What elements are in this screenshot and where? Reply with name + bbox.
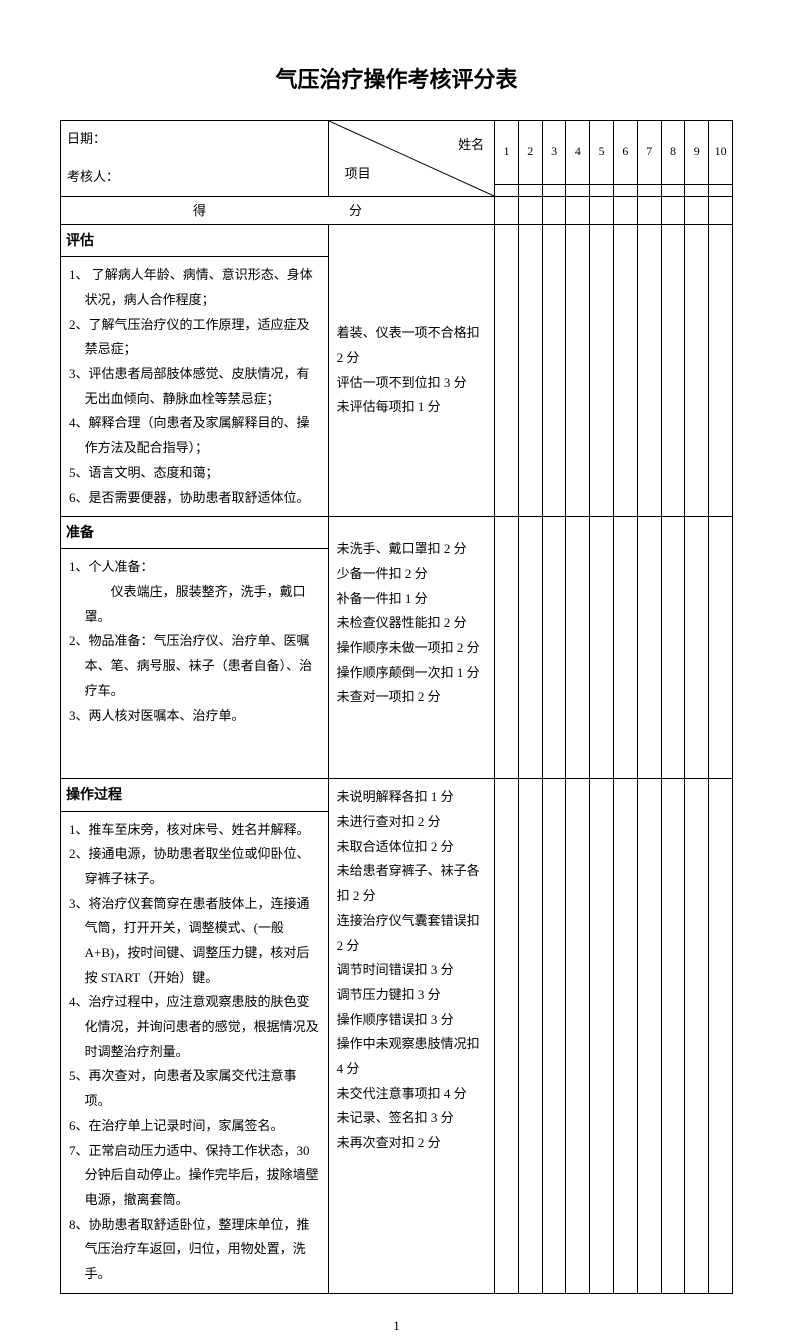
content-preparation: 1、个人准备： 仪表端庄，服装整齐，洗手，戴口罩。 2、物品准备：气压治疗仪、治… — [61, 549, 329, 779]
examiner-label: 考核人： — [67, 163, 322, 192]
score-cell[interactable] — [709, 196, 733, 224]
score-cell[interactable] — [590, 196, 614, 224]
score-cell[interactable] — [709, 184, 733, 196]
criteria-assessment: 着装、仪表一项不合格扣 2 分 评估一项不到位扣 3 分 未评估每项扣 1 分 — [328, 225, 495, 517]
score-cell[interactable] — [542, 225, 566, 517]
score-cell[interactable] — [518, 225, 542, 517]
score-label-cell: 得 分 — [61, 196, 495, 224]
evaluation-table: 日期： 考核人： 姓名 项目 1 2 3 4 5 6 7 8 9 10 — [60, 120, 733, 1294]
score-cell[interactable] — [685, 779, 709, 1293]
score-cell[interactable] — [661, 517, 685, 779]
date-label: 日期： — [67, 125, 322, 154]
score-cell[interactable] — [637, 517, 661, 779]
score-cell[interactable] — [614, 196, 638, 224]
score-cell[interactable] — [566, 196, 590, 224]
score-cell[interactable] — [709, 225, 733, 517]
score-cell[interactable] — [518, 196, 542, 224]
score-cell[interactable] — [661, 184, 685, 196]
page-number: 1 — [60, 1314, 733, 1337]
document-title: 气压治疗操作考核评分表 — [60, 60, 733, 100]
score-cell[interactable] — [685, 196, 709, 224]
header-left-cell: 日期： 考核人： — [61, 120, 329, 196]
score-cell[interactable] — [542, 196, 566, 224]
score-cell[interactable] — [685, 184, 709, 196]
col-num: 4 — [566, 120, 590, 184]
section-title-process: 操作过程 — [61, 779, 329, 811]
score-cell[interactable] — [614, 184, 638, 196]
project-label: 项目 — [345, 162, 371, 185]
diagonal-header-cell: 姓名 项目 — [328, 120, 495, 196]
score-cell[interactable] — [661, 779, 685, 1293]
score-cell[interactable] — [566, 184, 590, 196]
score-cell[interactable] — [518, 184, 542, 196]
score-cell[interactable] — [542, 779, 566, 1293]
score-cell[interactable] — [518, 779, 542, 1293]
score-cell[interactable] — [590, 184, 614, 196]
score-cell[interactable] — [661, 196, 685, 224]
score-cell[interactable] — [566, 517, 590, 779]
name-label: 姓名 — [458, 133, 484, 156]
score-cell[interactable] — [566, 225, 590, 517]
score-cell[interactable] — [495, 517, 519, 779]
score-cell[interactable] — [709, 517, 733, 779]
score-cell[interactable] — [685, 225, 709, 517]
col-num: 1 — [495, 120, 519, 184]
score-cell[interactable] — [542, 184, 566, 196]
score-cell[interactable] — [495, 225, 519, 517]
score-cell[interactable] — [637, 225, 661, 517]
content-assessment: 1、 了解病人年龄、病情、意识形态、身体状况，病人合作程度； 2、了解气压治疗仪… — [61, 257, 329, 517]
score-cell[interactable] — [566, 779, 590, 1293]
score-cell[interactable] — [590, 225, 614, 517]
criteria-process: 未说明解释各扣 1 分 未进行查对扣 2 分 未取合适体位扣 2 分 未给患者穿… — [328, 779, 495, 1293]
score-cell[interactable] — [685, 517, 709, 779]
col-num: 10 — [709, 120, 733, 184]
score-cell[interactable] — [614, 225, 638, 517]
col-num: 6 — [614, 120, 638, 184]
score-cell[interactable] — [637, 779, 661, 1293]
score-cell[interactable] — [661, 225, 685, 517]
criteria-preparation: 未洗手、戴口罩扣 2 分 少备一件扣 2 分 补备一件扣 1 分 未检查仪器性能… — [328, 517, 495, 779]
col-num: 9 — [685, 120, 709, 184]
col-num: 5 — [590, 120, 614, 184]
score-cell[interactable] — [614, 517, 638, 779]
score-cell[interactable] — [590, 517, 614, 779]
col-num: 2 — [518, 120, 542, 184]
score-cell[interactable] — [637, 184, 661, 196]
content-process: 1、推车至床旁，核对床号、姓名并解释。 2、接通电源，协助患者取坐位或仰卧位、穿… — [61, 811, 329, 1293]
col-num: 7 — [637, 120, 661, 184]
score-cell[interactable] — [495, 196, 519, 224]
section-title-assessment: 评估 — [61, 225, 329, 257]
score-cell[interactable] — [518, 517, 542, 779]
score-cell[interactable] — [542, 517, 566, 779]
score-cell[interactable] — [495, 779, 519, 1293]
score-cell[interactable] — [709, 779, 733, 1293]
col-num: 3 — [542, 120, 566, 184]
col-num: 8 — [661, 120, 685, 184]
score-cell[interactable] — [614, 779, 638, 1293]
score-cell[interactable] — [637, 196, 661, 224]
score-cell[interactable] — [495, 184, 519, 196]
section-title-preparation: 准备 — [61, 517, 329, 549]
score-cell[interactable] — [590, 779, 614, 1293]
